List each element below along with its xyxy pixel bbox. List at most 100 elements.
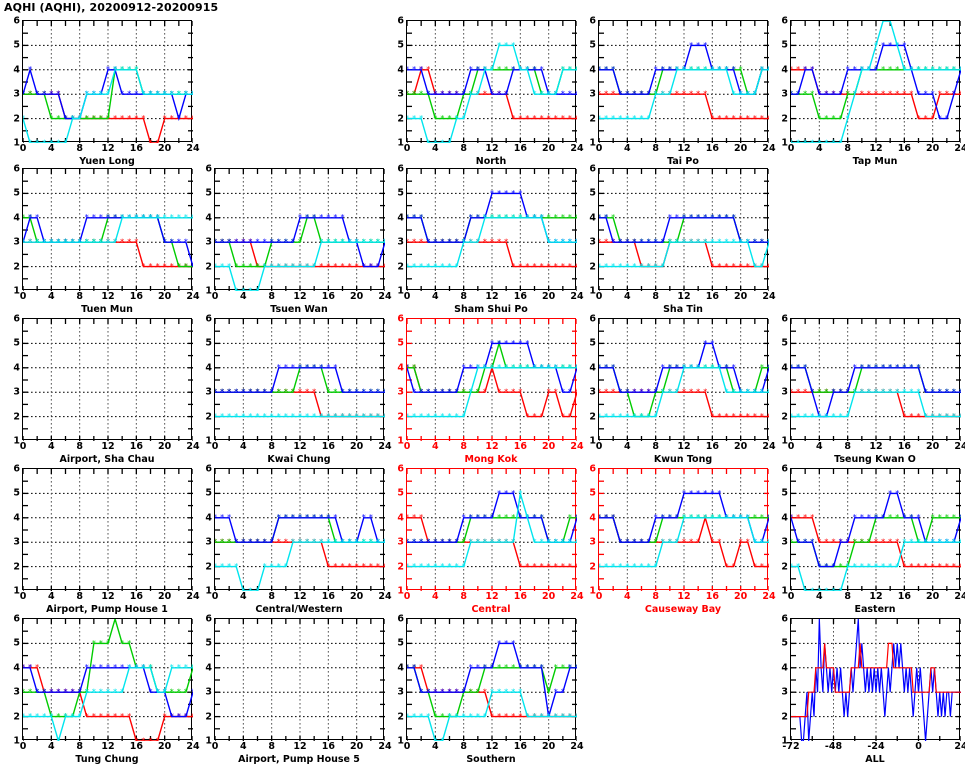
series-marker: * [575,513,577,522]
series-marker: * [952,538,956,547]
series-marker: * [725,114,729,123]
series-marker: * [163,712,167,721]
series-marker: * [791,513,793,522]
x-axis-tick-label: 4 [816,441,823,452]
panel-title: Eastern [854,604,896,615]
series-marker: * [270,388,274,397]
series-marker: * [568,538,572,547]
series-marker: * [888,65,892,74]
series-marker: * [568,663,572,672]
series-marker: * [632,538,636,547]
series-marker: * [945,562,949,571]
y-axis-tick-label: 2 [397,560,404,572]
series-marker: * [561,65,565,74]
series-marker: * [817,412,821,421]
x-axis-tick-label: 12 [869,143,883,154]
series-marker: * [547,388,551,397]
series-marker: * [575,238,577,247]
series-marker: * [938,513,942,522]
series-marker: * [426,90,430,99]
series-marker: * [407,363,409,372]
series-marker: * [832,586,836,591]
series-marker: * [362,513,366,522]
series-marker: * [902,513,906,522]
series-marker: * [703,41,707,50]
series-marker: * [298,238,302,247]
series-marker: * [215,262,217,271]
series-marker: * [149,688,153,697]
series-marker: * [625,538,629,547]
series-marker: * [618,538,622,547]
series-marker: * [796,513,800,522]
series-marker: * [853,363,857,372]
series-marker: * [412,262,416,271]
plot-canvas [215,619,385,741]
x-axis-tick-label: 4 [240,741,247,752]
series-marker: * [511,538,515,547]
panel-title: Sha Tin [663,304,703,315]
series-marker: * [191,712,193,721]
series-marker: * [504,41,508,50]
series-marker: * [291,388,295,397]
series-marker: * [604,513,608,522]
series-marker: * [547,538,551,547]
series-marker: * [419,663,423,672]
series-marker: * [412,388,416,397]
series-marker: * [28,712,32,721]
series-marker: * [440,412,444,421]
series-marker: * [846,114,850,123]
series-marker: * [504,363,508,372]
y-axis-tick-label: 1 [781,435,788,447]
series-marker: * [746,412,750,421]
series-marker: * [433,114,437,123]
y-axis-tick-label: 2 [397,112,404,124]
series-marker: * [753,238,757,247]
series-marker: * [455,712,459,721]
series-marker: * [113,114,117,123]
series-marker: * [647,388,651,397]
x-axis-tick-label: 4 [48,441,55,452]
series-marker: * [469,513,473,522]
series-marker: * [504,712,508,721]
series-marker: * [710,412,714,421]
series-marker: * [28,65,32,74]
series-marker: * [355,238,359,247]
series-marker: * [504,388,508,397]
series-marker: * [263,262,267,271]
series-marker: * [525,562,529,571]
series-marker: * [99,238,103,247]
series-marker: * [163,90,167,99]
series-marker: * [134,663,138,672]
panel-title: Tai Po [667,156,699,167]
series-marker: * [725,213,729,222]
series-marker: * [28,90,32,99]
series-marker: * [448,262,452,271]
series-line [215,541,385,591]
series-marker: * [469,538,473,547]
x-axis-tick-label: 12 [101,291,115,302]
series-marker: * [682,65,686,74]
series-marker: * [113,238,117,247]
series-marker: * [568,213,572,222]
series-marker: * [426,688,430,697]
x-axis-tick-label: 8 [460,441,467,452]
series-marker: * [803,65,807,74]
panel-title: Tuen Mun [81,304,133,315]
series-marker: * [817,562,821,571]
series-marker: * [803,586,807,591]
series-marker: * [533,712,537,721]
x-axis-tick-label: 24 [186,591,200,602]
series-marker: * [661,262,665,271]
series-marker: * [568,388,572,397]
y-axis-tick-label: 4 [397,362,404,374]
x-axis-tick-label: 16 [321,591,335,602]
series-marker: * [696,363,700,372]
series-marker: * [881,90,885,99]
series-marker: * [810,138,814,143]
x-axis-tick-label: 12 [485,441,499,452]
x-axis-tick-label: 0 [403,291,411,302]
series-marker: * [874,513,878,522]
series-marker: * [448,388,452,397]
y-axis-tick-label: 3 [589,386,596,398]
y-axis-tick-label: 2 [13,710,20,722]
